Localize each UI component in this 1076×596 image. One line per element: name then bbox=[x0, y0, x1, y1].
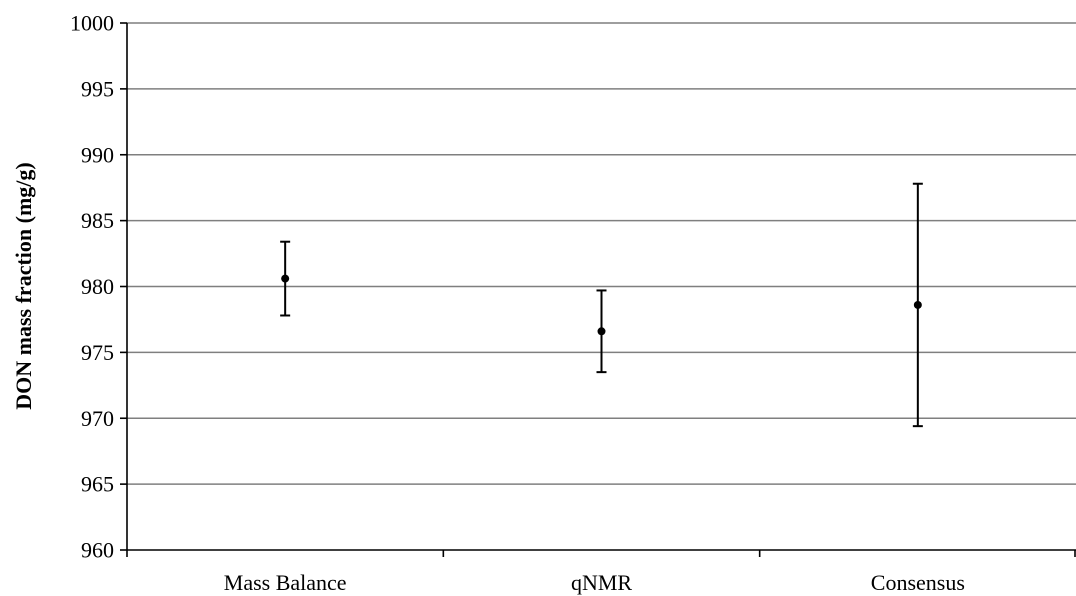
axes bbox=[120, 22, 1076, 557]
data-point bbox=[281, 274, 290, 283]
y-tick-label: 960 bbox=[81, 538, 114, 563]
data-point bbox=[913, 300, 922, 309]
x-tick-label: Consensus bbox=[871, 570, 965, 595]
x-tick-label: qNMR bbox=[571, 570, 632, 595]
series-points bbox=[280, 182, 923, 428]
x-tick-label: Mass Balance bbox=[224, 570, 347, 595]
data-point-group bbox=[280, 240, 291, 317]
y-tick-label: 1000 bbox=[70, 11, 114, 36]
y-tick-label: 995 bbox=[81, 76, 114, 101]
y-tick-label: 975 bbox=[81, 340, 114, 365]
y-tick-label: 985 bbox=[81, 208, 114, 233]
data-point bbox=[597, 327, 606, 336]
y-tick-labels: 960 965 970 975 980 985 990 995 1000 bbox=[70, 11, 114, 563]
data-point-group bbox=[912, 182, 923, 428]
gridlines bbox=[127, 22, 1076, 485]
y-tick-label: 970 bbox=[81, 406, 114, 431]
y-axis-title: DON mass fraction (mg/g) bbox=[11, 162, 36, 409]
x-tick-labels: Mass Balance qNMR Consensus bbox=[224, 570, 965, 595]
y-tick-label: 990 bbox=[81, 142, 114, 167]
y-tick-label: 965 bbox=[81, 472, 114, 497]
y-tick-label: 980 bbox=[81, 274, 114, 299]
data-point-group bbox=[596, 289, 607, 374]
